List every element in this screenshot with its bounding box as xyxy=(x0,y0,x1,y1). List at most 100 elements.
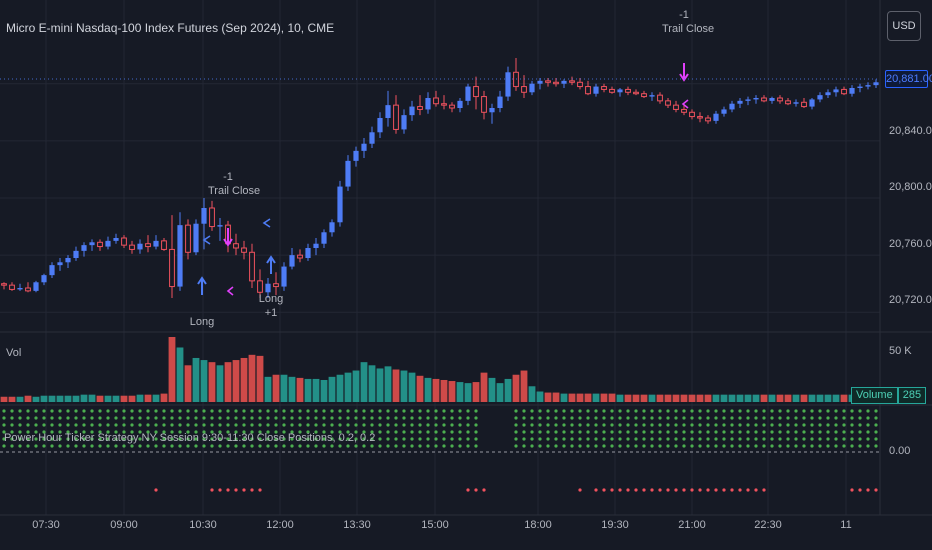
volume-bar xyxy=(704,394,712,402)
indicator-dot-green xyxy=(450,423,454,427)
indicator-dot-green xyxy=(226,430,230,434)
volume-bar xyxy=(16,396,24,402)
indicator-dot-green xyxy=(850,409,854,413)
volume-bar xyxy=(432,378,440,402)
indicator-dot-green xyxy=(610,416,614,420)
indicator-dot-green xyxy=(562,423,566,427)
indicator-dot-green xyxy=(66,437,70,441)
indicator-dot-green xyxy=(274,444,278,448)
indicator-dot-green xyxy=(474,409,478,413)
indicator-dot-green xyxy=(442,409,446,413)
indicator-dot-green xyxy=(138,416,142,420)
volume-bar xyxy=(712,394,720,402)
candle-body xyxy=(201,208,207,224)
indicator-dot-green xyxy=(114,423,118,427)
indicator-dot-green xyxy=(410,423,414,427)
indicator-dot-green xyxy=(522,430,526,434)
indicator-dot-green xyxy=(226,416,230,420)
candle-body xyxy=(601,86,607,90)
candle-body xyxy=(161,240,167,250)
indicator-dot-red xyxy=(658,488,662,492)
volume-pane-label[interactable]: Vol xyxy=(6,347,22,359)
indicator-dot-green xyxy=(346,409,350,413)
candle-body xyxy=(577,81,583,88)
indicator-dot-green xyxy=(538,423,542,427)
indicator-dot-green xyxy=(826,430,830,434)
indicator-dot-green xyxy=(234,444,238,448)
indicator-dot-green xyxy=(338,437,342,441)
candle-body xyxy=(465,86,471,101)
indicator-dot-green xyxy=(786,416,790,420)
indicator-dot-green xyxy=(314,444,318,448)
indicator-dot-green xyxy=(170,409,174,413)
indicator-dot-green xyxy=(746,409,750,413)
indicator-dot-green xyxy=(530,430,534,434)
indicator-dot-green xyxy=(258,409,262,413)
indicator-dot-green xyxy=(82,430,86,434)
indicator-dot-green xyxy=(450,409,454,413)
indicator-dot-green xyxy=(242,416,246,420)
indicator-dot-green xyxy=(346,430,350,434)
indicator-dot-green xyxy=(98,423,102,427)
candle-body xyxy=(353,150,359,161)
candle-body xyxy=(385,105,391,118)
symbol-title[interactable]: Micro E-mini Nasdaq-100 Index Futures (S… xyxy=(6,21,335,35)
volume-bar xyxy=(312,378,320,402)
indicator-dot-green xyxy=(706,437,710,441)
candle-body xyxy=(745,99,751,101)
indicator-dot-green xyxy=(26,423,30,427)
candle-body xyxy=(633,91,639,95)
candle-body xyxy=(377,118,383,133)
indicator-dot-green xyxy=(698,423,702,427)
indicator-dot-green xyxy=(458,416,462,420)
indicator-dot-green xyxy=(738,423,742,427)
indicator-dot-green xyxy=(194,423,198,427)
volume-bar xyxy=(328,376,336,402)
indicator-dot-green xyxy=(122,416,126,420)
volume-bar xyxy=(32,396,40,402)
indicator-pane-label[interactable]: Power Hour Ticker Strategy NY Session 9:… xyxy=(4,432,376,444)
price-tick: 20,840.00 xyxy=(889,125,932,137)
indicator-dot-green xyxy=(474,444,478,448)
indicator-dot-green xyxy=(90,444,94,448)
indicator-dot-green xyxy=(690,444,694,448)
volume-bar xyxy=(352,370,360,402)
indicator-dot-green xyxy=(90,423,94,427)
indicator-dot-green xyxy=(234,409,238,413)
indicator-dot-green xyxy=(514,416,518,420)
indicator-dot-green xyxy=(682,423,686,427)
indicator-dot-red xyxy=(482,488,486,492)
volume-bar xyxy=(280,374,288,402)
indicator-dot-green xyxy=(186,423,190,427)
indicator-dot-green xyxy=(746,437,750,441)
indicator-dot-green xyxy=(522,416,526,420)
candle-body xyxy=(241,247,247,253)
indicator-dot-green xyxy=(466,437,470,441)
exit-chevron xyxy=(681,99,689,109)
volume-bar xyxy=(752,394,760,402)
indicator-dot-green xyxy=(178,430,182,434)
indicator-dot-green xyxy=(586,437,590,441)
indicator-dot-green xyxy=(122,409,126,413)
volume-bar xyxy=(136,394,144,402)
time-axis[interactable]: 07:30 09:00 10:30 12:00 13:30 15:00 18:0… xyxy=(0,519,880,539)
indicator-dot-green xyxy=(354,423,358,427)
indicator-dot-green xyxy=(458,423,462,427)
indicator-dot-green xyxy=(578,430,582,434)
indicator-dot-green xyxy=(98,430,102,434)
indicator-dot-green xyxy=(778,423,782,427)
indicator-dot-green xyxy=(298,444,302,448)
indicator-dot-green xyxy=(458,444,462,448)
volume-bar xyxy=(504,378,512,402)
indicator-dot-green xyxy=(354,437,358,441)
volume-bar xyxy=(512,374,520,402)
indicator-dot-green xyxy=(210,437,214,441)
indicator-dot-green xyxy=(842,409,846,413)
indicator-dot-green xyxy=(618,423,622,427)
indicator-dot-red xyxy=(754,488,758,492)
indicator-dot-green xyxy=(66,430,70,434)
volume-bar xyxy=(784,394,792,402)
indicator-dot-green xyxy=(874,416,878,420)
currency-button[interactable]: USD xyxy=(887,11,921,41)
